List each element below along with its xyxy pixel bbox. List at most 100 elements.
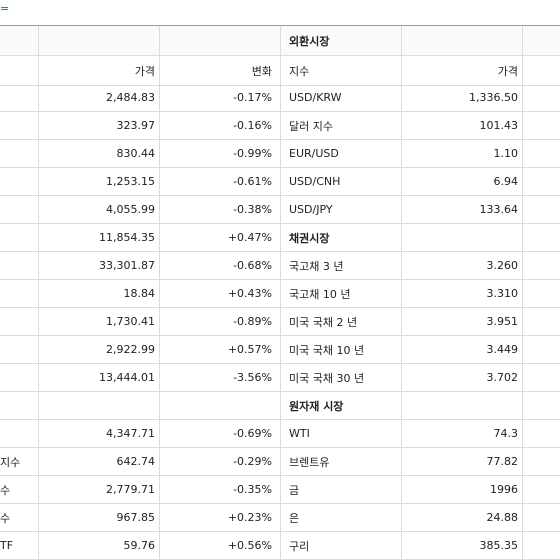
left-index-name [0,196,38,223]
column-divider [280,476,281,503]
column-divider [159,196,160,223]
left-index-change: +0.47% [227,231,272,244]
column-divider [280,532,281,559]
right-index-name: 미국 국채 10 년 [289,343,365,357]
table-row: 830.44 -0.99% EUR/USD 1.10 [0,140,560,168]
column-divider [401,84,402,111]
right-index-price: 3.260 [486,259,519,272]
column-divider [401,420,402,447]
right-index-price: 3.449 [486,343,519,356]
column-divider [38,196,39,223]
table-row: 1,730.41 -0.89% 미국 국채 2 년 3.951 [0,308,560,336]
left-index-change: -0.16% [233,119,272,132]
right-index-price: 3.310 [486,287,519,300]
table-row: 수 967.85 +0.23% 은 24.88 [0,504,560,532]
column-divider [401,448,402,475]
column-divider [280,336,281,363]
table-row: 18.84 +0.43% 국고채 10 년 3.310 [0,280,560,308]
right-index-price: 74.3 [493,427,519,440]
right-index-price: 385.35 [479,539,519,552]
column-divider [159,364,160,391]
right-index-price: 1,336.50 [469,91,518,104]
left-index-change: -0.38% [233,203,272,216]
column-divider [159,252,160,279]
column-divider [522,532,523,559]
column-divider [159,112,160,139]
column-divider [159,336,160,363]
left-index-name [0,420,38,447]
column-divider [522,252,523,279]
right-index-name: 미국 국채 2 년 [289,315,358,329]
left-index-name [0,308,38,335]
column-divider [280,112,281,139]
table-row: 수 2,779.71 -0.35% 금 1996 [0,476,560,504]
column-divider [38,308,39,335]
right-index-price: 101.43 [479,119,519,132]
column-divider [280,196,281,223]
column-divider [38,476,39,503]
left-index-name: TF [0,539,14,552]
column-divider [38,56,39,85]
left-index-change: -0.61% [233,175,272,188]
column-divider [280,364,281,391]
column-divider [401,308,402,335]
right-index-price: 1996 [490,483,518,496]
column-divider [159,168,160,195]
right-section-header: 원자재 시장 [289,399,344,413]
left-index-change: +0.23% [227,511,272,524]
left-index-price [39,392,159,419]
column-divider [280,280,281,307]
column-divider [522,420,523,447]
right-index-price: 3.951 [486,315,519,328]
left-index-change: -0.17% [233,91,272,104]
section-header-fx: 외환시장 [289,34,330,48]
column-divider [401,392,402,419]
left-index-change: -0.35% [233,483,272,496]
column-divider [280,252,281,279]
right-index-price: 1.10 [493,147,519,160]
right-index-name: 금 [289,483,300,497]
left-index-name: 수 [0,483,11,497]
column-divider [522,196,523,223]
column-divider [401,476,402,503]
right-index-price: 133.64 [479,203,519,216]
section-title-fragment: = [0,2,10,15]
left-index-name: 지수 [0,455,21,469]
left-index-price: 13,444.01 [99,371,155,384]
column-divider [280,504,281,531]
right-index-name: WTI [289,427,310,440]
header-row-columns: 가격 변화 지수 가격 [0,56,560,86]
column-divider [522,336,523,363]
column-divider [280,308,281,335]
column-divider [280,56,281,85]
column-divider [401,364,402,391]
left-index-price: 830.44 [116,147,156,160]
left-index-name [0,140,38,167]
left-index-price: 33,301.87 [99,259,155,272]
right-index-name: EUR/USD [289,147,339,160]
left-index-price: 2,484.83 [106,91,155,104]
right-index-name: 구리 [289,539,310,553]
table-row: 11,854.35 +0.47% 채권시장 [0,224,560,252]
column-divider [401,196,402,223]
column-divider [159,280,160,307]
left-index-change: +0.56% [227,539,272,552]
column-divider [159,140,160,167]
column-divider [38,280,39,307]
column-divider [401,532,402,559]
header-row-section: 외환시장 [0,26,560,56]
left-index-price: 323.97 [116,119,156,132]
left-index-name [0,392,38,419]
column-divider [522,140,523,167]
left-index-price: 4,055.99 [106,203,155,216]
column-divider [38,224,39,251]
table-row: 13,444.01 -3.56% 미국 국채 30 년 3.702 [0,364,560,392]
column-divider [38,168,39,195]
table-row: TF 59.76 +0.56% 구리 385.35 [0,532,560,560]
column-divider [522,448,523,475]
left-index-price: 2,922.99 [106,343,155,356]
column-divider [159,420,160,447]
column-divider [401,56,402,85]
right-index-price [402,392,522,419]
column-divider [159,26,160,55]
